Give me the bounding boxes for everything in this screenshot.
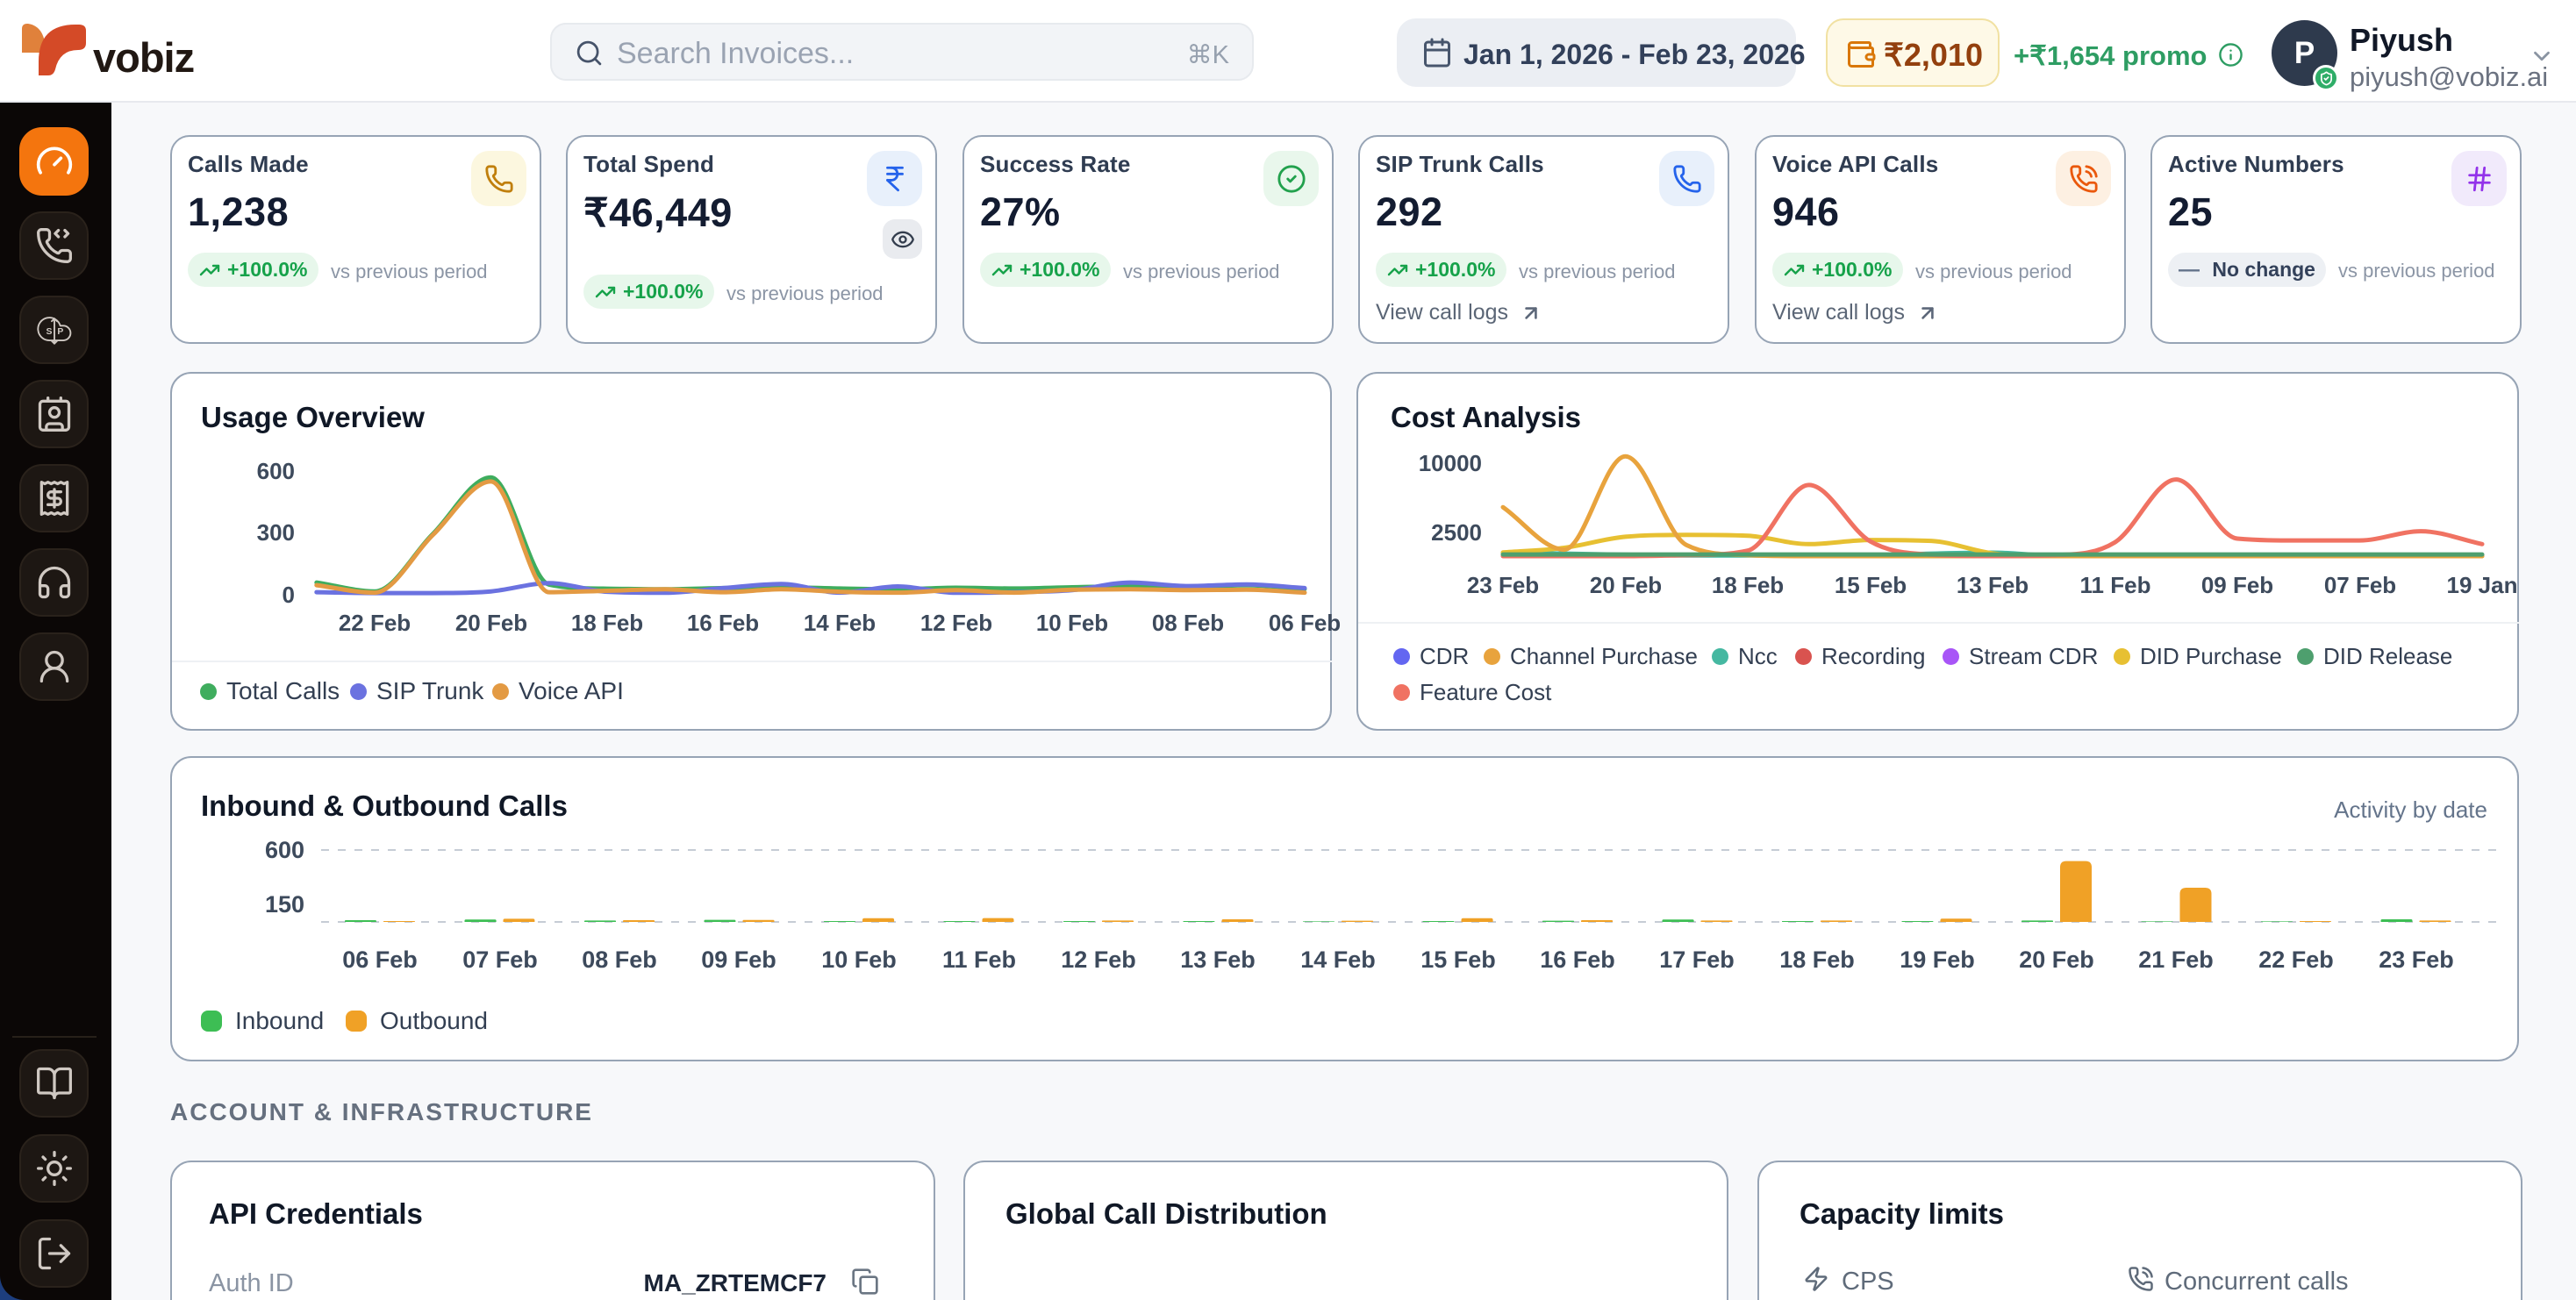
svg-text:S: S (46, 327, 52, 337)
svg-text:P: P (57, 327, 63, 337)
